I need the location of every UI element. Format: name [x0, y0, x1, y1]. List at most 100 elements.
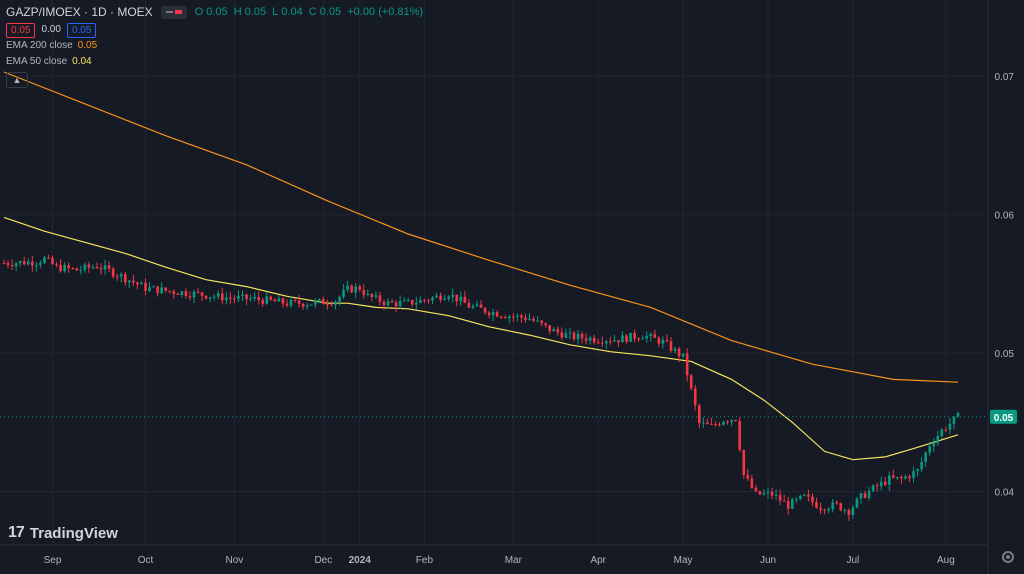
- tradingview-logo-icon: 17: [8, 524, 25, 541]
- candle-body: [588, 337, 592, 341]
- candle: [245, 293, 248, 306]
- candle: [916, 468, 919, 477]
- candle-body: [718, 424, 721, 426]
- candle-body: [657, 337, 661, 344]
- gear-icon[interactable]: [1002, 551, 1014, 563]
- candle: [212, 294, 216, 301]
- candle-body: [879, 481, 883, 487]
- candle-body: [896, 476, 899, 478]
- candle-body: [212, 296, 216, 298]
- candle-body: [459, 296, 463, 302]
- candle-body: [483, 307, 487, 313]
- open-value: 0.05: [206, 6, 228, 18]
- candle: [374, 291, 378, 300]
- candle: [900, 474, 903, 484]
- candle-body: [706, 422, 709, 424]
- candle: [815, 497, 818, 509]
- candle-body: [491, 312, 495, 316]
- candle-body: [406, 300, 410, 302]
- candle-body: [71, 268, 75, 270]
- candle: [261, 297, 265, 307]
- symbol-title[interactable]: GAZP/IMOEX · 1D · MOEX: [6, 5, 153, 19]
- candle: [358, 284, 362, 292]
- candle: [576, 329, 580, 345]
- candle-body: [851, 507, 855, 516]
- candle: [362, 284, 366, 299]
- candle-body: [107, 265, 111, 269]
- candle: [883, 477, 887, 487]
- candle-body: [823, 509, 826, 511]
- candle: [402, 297, 406, 302]
- candle-body: [281, 298, 285, 304]
- candle: [669, 336, 673, 353]
- candle-body: [770, 491, 774, 496]
- indicator-ema200[interactable]: EMA 200 close 0.05: [6, 38, 426, 54]
- candle: [309, 304, 313, 306]
- candle: [366, 289, 370, 297]
- candle: [354, 282, 357, 299]
- candle-body: [883, 481, 887, 485]
- candle-body: [730, 419, 733, 422]
- candle-body: [51, 257, 54, 265]
- candle-body: [871, 485, 875, 491]
- candle: [516, 313, 519, 322]
- candle-body: [184, 291, 188, 296]
- candle: [313, 297, 317, 309]
- candle: [439, 292, 442, 303]
- visibility-toggle-icon[interactable]: [160, 5, 187, 19]
- candle: [180, 290, 184, 298]
- candle-body: [617, 340, 620, 343]
- candle: [560, 327, 564, 341]
- indicator-value: 0.04: [72, 56, 92, 67]
- indicator-ema50[interactable]: EMA 50 close 0.04: [6, 54, 426, 70]
- candle: [936, 430, 940, 446]
- candle-body: [633, 333, 636, 339]
- candle: [847, 508, 851, 521]
- candle: [233, 295, 236, 304]
- candle: [406, 297, 410, 302]
- candle: [289, 296, 293, 308]
- candle: [273, 297, 277, 302]
- candle: [431, 296, 434, 305]
- candle: [79, 265, 83, 275]
- candle-body: [366, 293, 370, 295]
- candle: [742, 449, 746, 479]
- time-tick-label: Jun: [760, 555, 776, 566]
- candle-body: [402, 300, 406, 302]
- candle: [136, 281, 139, 290]
- tradingview-logo[interactable]: 17 TradingView: [8, 524, 118, 542]
- candle: [487, 310, 491, 319]
- candle: [285, 299, 289, 308]
- candle: [172, 289, 176, 299]
- candle: [229, 291, 232, 304]
- candle: [297, 294, 301, 308]
- candle-body: [924, 452, 927, 462]
- buy-button[interactable]: 0.05: [66, 22, 97, 38]
- candle-body: [512, 316, 515, 318]
- candle-body: [613, 340, 616, 342]
- candle-body: [419, 299, 422, 303]
- sell-button[interactable]: 0.05: [6, 22, 36, 38]
- candle-body: [665, 339, 669, 342]
- candle: [95, 262, 99, 269]
- candle-body: [75, 268, 79, 271]
- candle-body: [952, 416, 956, 424]
- indicator-value: 0.05: [77, 40, 98, 51]
- candle: [645, 331, 649, 343]
- candle-body: [265, 296, 269, 304]
- candle-body: [847, 509, 851, 516]
- candle: [944, 426, 948, 433]
- collapse-legend-button[interactable]: ▲: [6, 72, 28, 88]
- candle: [629, 332, 632, 342]
- candle-body: [241, 294, 244, 296]
- candle: [350, 284, 353, 294]
- candle-body: [795, 498, 798, 500]
- candle-body: [103, 265, 107, 270]
- candle-body: [249, 298, 252, 300]
- candle-body: [140, 282, 143, 285]
- candle: [928, 441, 932, 457]
- low-value: 0.04: [281, 6, 303, 18]
- candle-body: [900, 476, 903, 479]
- candle-body: [807, 494, 810, 497]
